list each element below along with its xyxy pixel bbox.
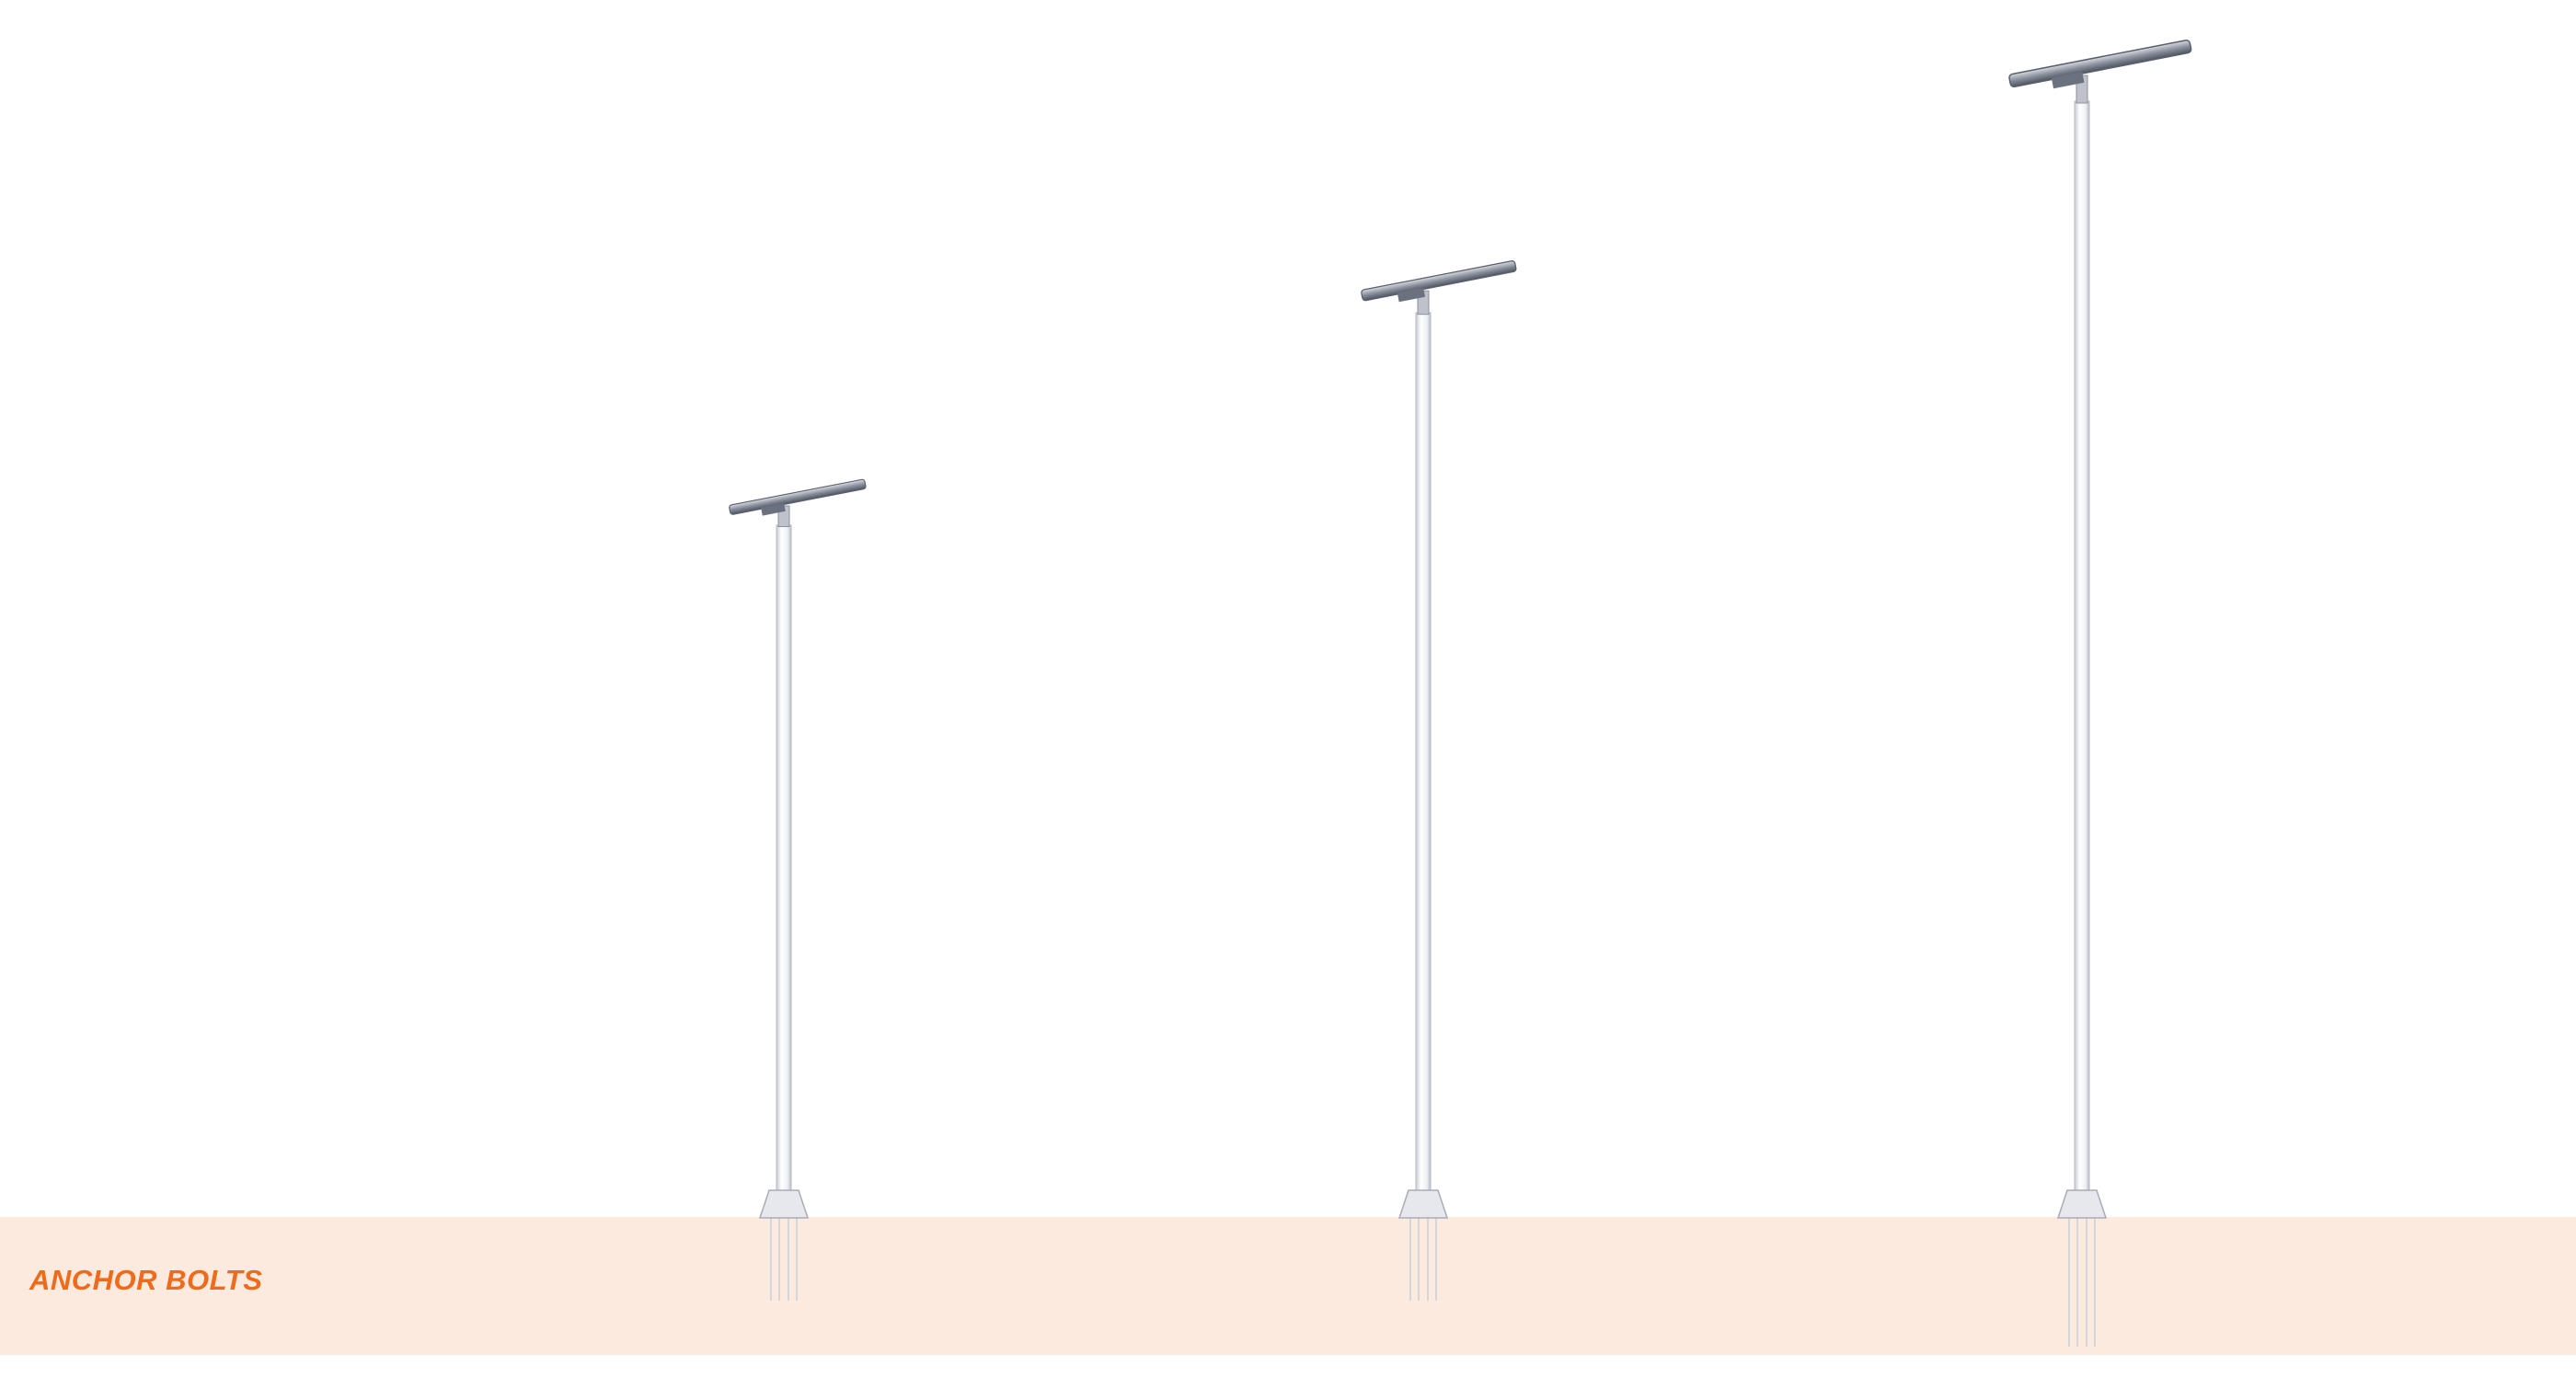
panel-body: [729, 478, 867, 515]
panel-mount: [761, 502, 786, 516]
poles: [729, 40, 2192, 1347]
panel-body: [1361, 260, 1517, 302]
street-pole: [729, 478, 867, 1301]
base-plate: [1397, 1189, 1449, 1219]
street-pole: [1361, 260, 1517, 1301]
pole-shaft: [1415, 312, 1432, 1211]
anchor-bolts-label: ANCHOR BOLTS: [29, 1264, 263, 1296]
pole-shaft: [2074, 100, 2090, 1211]
ground-band: [0, 1217, 2576, 1355]
panel-mount: [2051, 71, 2085, 89]
panel-mount: [1397, 287, 1426, 303]
solar-panel: [1361, 260, 1517, 303]
street-pole: [2008, 40, 2192, 1347]
base-plate: [2056, 1189, 2108, 1219]
solar-panel: [2008, 40, 2192, 89]
pole-shaft: [776, 524, 792, 1211]
panel-body: [2008, 40, 2192, 88]
solar-panel: [729, 478, 867, 516]
base-plate: [758, 1189, 810, 1219]
